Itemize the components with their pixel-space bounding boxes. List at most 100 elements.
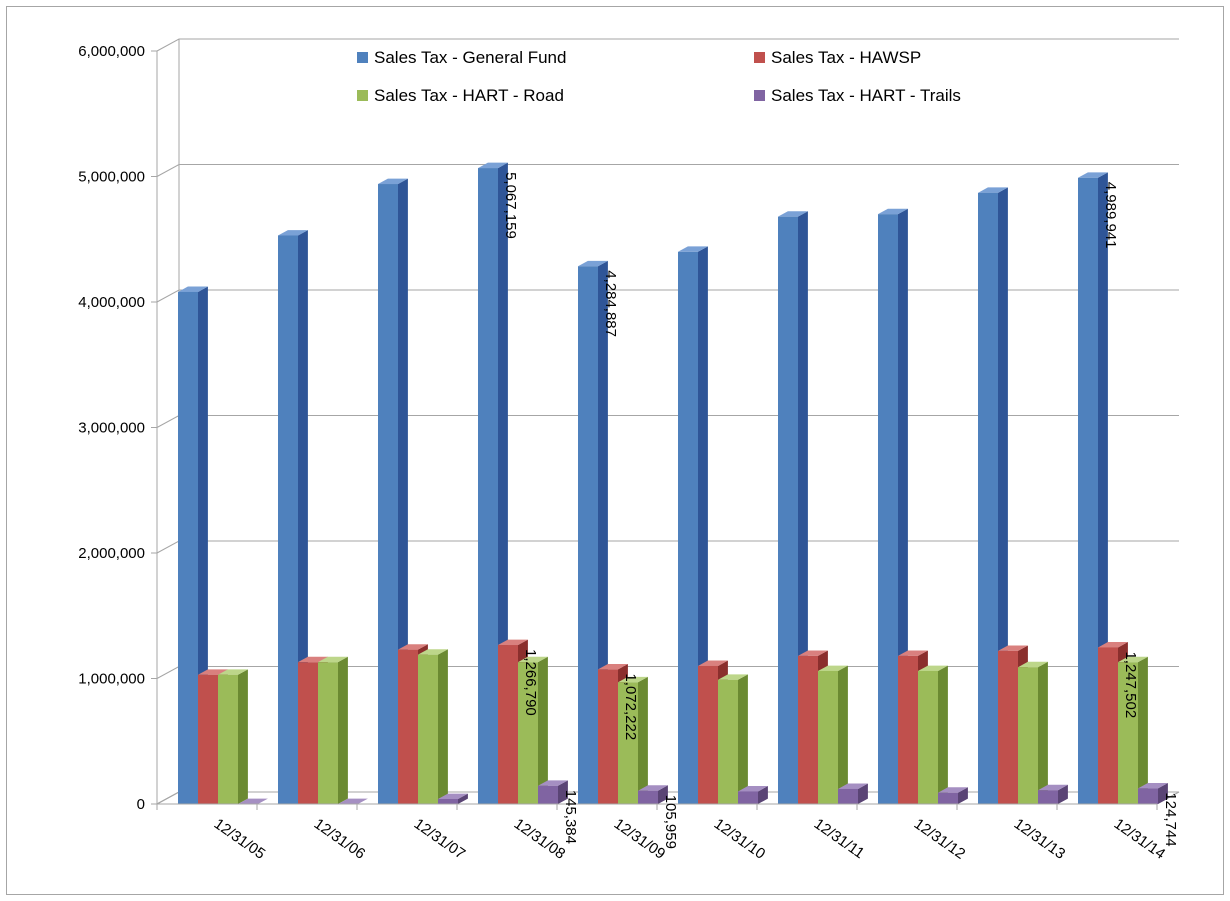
gridline	[156, 38, 1179, 52]
data-labels: 5,067,159 4,284,887 4,989,941 1,266,790 1,07…	[502, 172, 1179, 849]
bar	[318, 656, 348, 804]
bar-front	[698, 665, 718, 804]
bar-front	[578, 266, 598, 804]
y-tick-label: 0	[137, 796, 145, 813]
bar	[618, 676, 648, 804]
legend-label: Sales Tax - HART - Trails	[771, 86, 961, 105]
bars	[178, 162, 1168, 805]
legend-label: Sales Tax - HAWSP	[771, 48, 921, 67]
bar-front	[178, 291, 198, 805]
bar-top	[478, 162, 508, 169]
bar-front	[638, 790, 658, 804]
bar-top	[298, 656, 328, 663]
bar-front	[1078, 177, 1098, 805]
bar-front	[898, 655, 918, 804]
bar-side	[658, 785, 668, 804]
bar	[838, 783, 868, 804]
bar-top	[798, 650, 828, 656]
y-tick-label: 4,000,000	[78, 294, 145, 311]
x-tick-label: 12/31/14	[1111, 815, 1169, 862]
bar-front	[1018, 667, 1038, 804]
bar	[418, 649, 448, 804]
bar-front	[318, 662, 338, 804]
bar-top	[518, 656, 548, 663]
bar-top	[198, 669, 228, 675]
legend: Sales Tax - General Fund Sales Tax - HAWS…	[357, 48, 961, 105]
bar-front	[518, 662, 538, 804]
chart-frame: 0 1,000,000 2,000,000 3,000,000 4,000,000 5,0…	[6, 6, 1224, 895]
bar	[438, 793, 468, 804]
bar	[778, 211, 808, 804]
bar-top	[718, 674, 748, 680]
bar	[518, 656, 548, 804]
x-tick-label: 12/31/06	[311, 815, 369, 862]
x-tick-label: 12/31/10	[711, 815, 769, 862]
bar-top	[638, 785, 668, 791]
bar-front	[998, 650, 1018, 804]
bar	[538, 780, 568, 804]
y-tick-label: 3,000,000	[78, 420, 145, 437]
bar-side	[338, 656, 348, 804]
bar-top	[578, 260, 608, 267]
x-tick-label: 12/31/11	[811, 815, 868, 862]
data-label: 1,266,790	[522, 649, 539, 716]
bar-front	[818, 670, 838, 804]
bar-top	[878, 208, 908, 215]
bar-top	[778, 211, 808, 217]
bar-front	[718, 679, 738, 804]
bar-top	[498, 639, 528, 646]
bar-top	[218, 669, 248, 675]
y-tick-label: 6,000,000	[78, 43, 145, 60]
bar-side	[738, 674, 748, 804]
bar-front	[538, 785, 558, 804]
bar-front	[618, 682, 638, 804]
bar-top	[998, 645, 1028, 651]
bar-top	[978, 187, 1008, 193]
bar-side	[758, 786, 768, 804]
x-tick-label: 12/31/09	[611, 815, 669, 862]
bar-side	[1158, 782, 1168, 804]
legend-label: Sales Tax - HART - Road	[374, 86, 564, 105]
bar-top	[1118, 656, 1148, 663]
x-tick-label: 12/31/08	[511, 815, 569, 862]
data-label: 4,989,941	[1102, 182, 1119, 249]
bar-front	[418, 654, 438, 804]
bar-front	[1138, 788, 1158, 804]
gridline	[156, 164, 1179, 177]
bar-top	[898, 650, 928, 656]
bar-top	[1138, 782, 1168, 789]
bar-front	[878, 214, 898, 804]
data-label: 105,959	[662, 795, 679, 849]
bar-front	[778, 216, 798, 804]
bar-side	[958, 787, 968, 804]
bar	[738, 786, 768, 804]
bar-top	[598, 664, 628, 670]
bar	[1018, 661, 1048, 804]
bar-top	[838, 783, 868, 789]
bar-chart: 0 1,000,000 2,000,000 3,000,000 4,000,000 5,0…	[78, 38, 1180, 863]
bar-side	[558, 780, 568, 804]
bar-top	[278, 230, 308, 236]
bar-front	[378, 184, 398, 804]
bar-side	[838, 665, 848, 804]
bar-front	[198, 674, 218, 804]
legend-swatch	[754, 52, 765, 63]
bar-front	[918, 670, 938, 804]
bar	[818, 665, 848, 804]
bar-front	[278, 235, 298, 805]
bar	[1038, 784, 1068, 804]
bar-top	[818, 665, 848, 671]
data-label: 1,247,502	[1122, 651, 1139, 718]
bar-front	[1118, 662, 1138, 804]
bar	[1138, 782, 1168, 804]
bar-top	[1018, 661, 1048, 668]
data-label: 1,072,222	[622, 673, 639, 740]
x-tick-label: 12/31/07	[411, 815, 469, 862]
y-tick-label: 1,000,000	[78, 671, 145, 688]
legend-swatch	[357, 90, 368, 101]
legend-swatch	[754, 90, 765, 101]
data-label: 5,067,159	[502, 172, 519, 239]
bar-top	[398, 644, 428, 650]
bar-front	[678, 251, 698, 805]
bar-top	[938, 787, 968, 793]
